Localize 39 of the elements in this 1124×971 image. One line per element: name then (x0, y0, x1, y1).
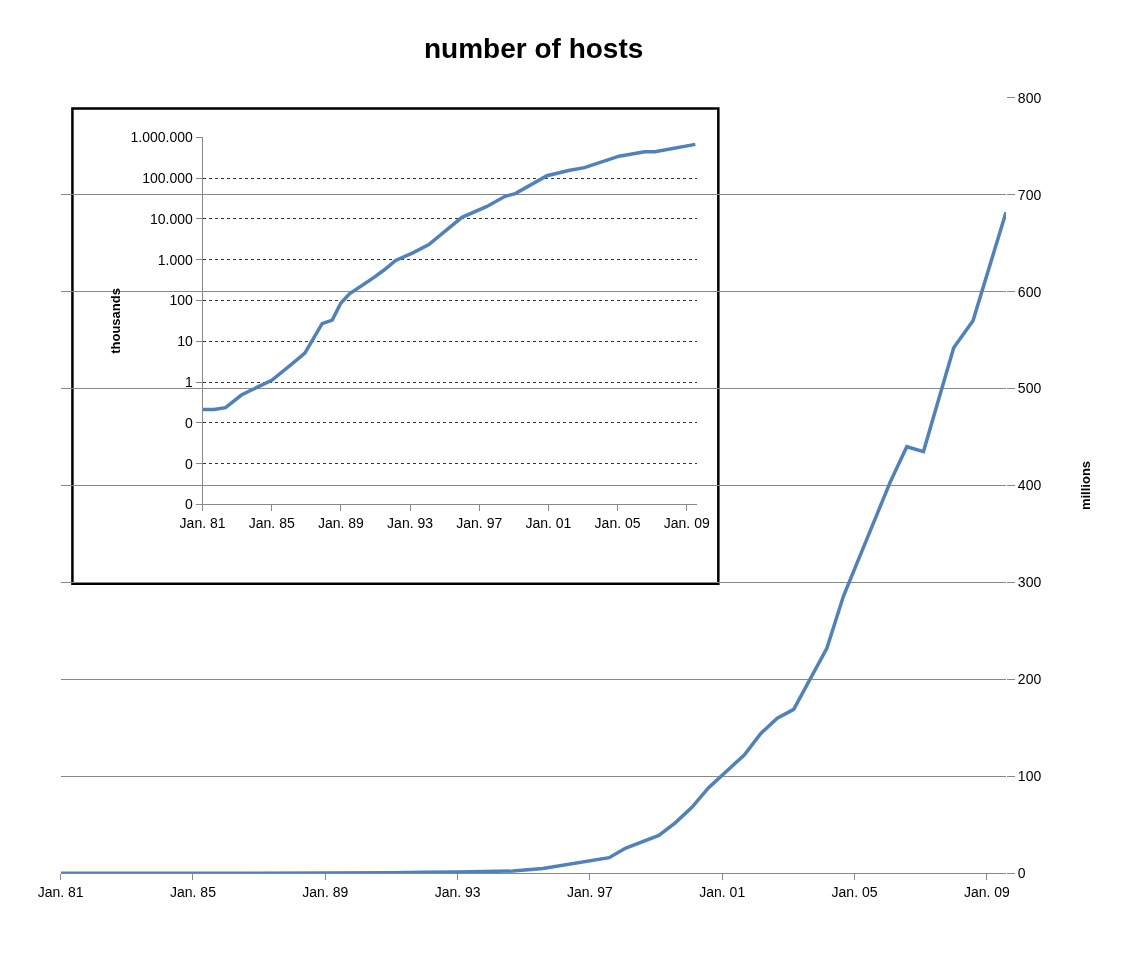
y-tick-label: 100.000 (142, 170, 193, 187)
x-tick-label: Jan. 01 (699, 884, 746, 900)
x-tick-label: Jan. 97 (456, 515, 503, 532)
x-tick-label: Jan. 89 (317, 515, 365, 532)
y2-tick-label: 500 (1017, 380, 1042, 397)
x-tick-label: Jan. 09 (963, 884, 1011, 900)
x-tick-label: Jan. 97 (566, 884, 614, 900)
x-tick-label: Jan. 01 (525, 515, 572, 532)
x-tick-label: Jan. 81 (37, 884, 84, 900)
x-tick-label: Jan. 05 (831, 884, 878, 900)
y2-tick-label: 600 (1017, 283, 1042, 300)
x-tick-label: Jan. 89 (302, 884, 349, 900)
y2-tick-label: 800 (1017, 89, 1042, 106)
y-tick-label: 10 (177, 333, 193, 350)
y2-tick-label: 700 (1017, 186, 1042, 203)
x-tick-label: Jan. 85 (170, 884, 217, 900)
y-tick-label: 1 (184, 373, 193, 390)
chart-title: number of hosts (424, 33, 644, 64)
y2-tick-label: 300 (1017, 574, 1042, 591)
x-tick-label: Jan. 85 (248, 515, 295, 532)
y2-tick-label: 100 (1017, 768, 1042, 785)
x-tick-label: Jan. 81 (179, 515, 226, 532)
x-tick-label: Jan. 05 (594, 515, 641, 532)
y2-tick-label: 0 (1017, 865, 1026, 882)
y2-tick-label: 200 (1017, 671, 1042, 688)
x-tick-label: Jan. 09 (663, 515, 710, 532)
y-tick-label: 10.000 (149, 210, 193, 227)
y-tick-label: 1.000.000 (130, 129, 193, 146)
x-tick-label: Jan. 93 (387, 515, 434, 532)
y-tick-label: 100 (169, 292, 193, 309)
y2-axis-title: millions (1078, 460, 1094, 511)
y-tick-label: 0 (184, 496, 193, 513)
y-axis-title: thousands (108, 288, 124, 354)
x-tick-label: Jan. 93 (434, 884, 481, 900)
y2-tick-label: 400 (1017, 477, 1042, 494)
y-tick-label: 0 (184, 414, 193, 431)
y-tick-label: 0 (184, 455, 193, 472)
y-tick-label: 1.000 (157, 251, 193, 268)
line-series (202, 142, 697, 412)
